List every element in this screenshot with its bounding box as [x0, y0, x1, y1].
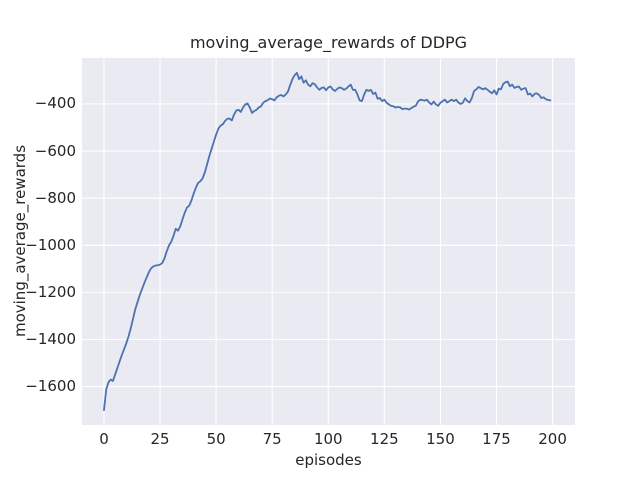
- y-tick-label: −1400: [25, 329, 76, 348]
- x-tick-label: 100: [313, 430, 343, 448]
- plot-area: [82, 58, 575, 425]
- gridlines: [82, 58, 575, 425]
- y-tick-label: −600: [34, 141, 76, 160]
- chart-title: moving_average_rewards of DDPG: [189, 33, 468, 52]
- x-tick-label: 150: [426, 430, 455, 448]
- x-axis-label: episodes: [295, 451, 362, 469]
- y-tick-label: −1600: [25, 377, 76, 396]
- x-tick-label: 0: [99, 430, 109, 448]
- x-tick-label: 200: [538, 430, 567, 448]
- line-series: [103, 71, 552, 412]
- x-tick-label: 175: [482, 430, 511, 448]
- y-tick-label: −1000: [25, 235, 76, 254]
- x-tick-label: 75: [262, 430, 282, 448]
- x-tick-label: 50: [206, 430, 226, 448]
- plot-svg: [82, 58, 575, 425]
- y-tick-label: −1200: [25, 282, 76, 301]
- x-tick-label: 125: [370, 430, 399, 448]
- y-tick-label: −400: [34, 94, 76, 113]
- x-tick-label: 25: [150, 430, 170, 448]
- y-tick-label: −800: [34, 188, 76, 207]
